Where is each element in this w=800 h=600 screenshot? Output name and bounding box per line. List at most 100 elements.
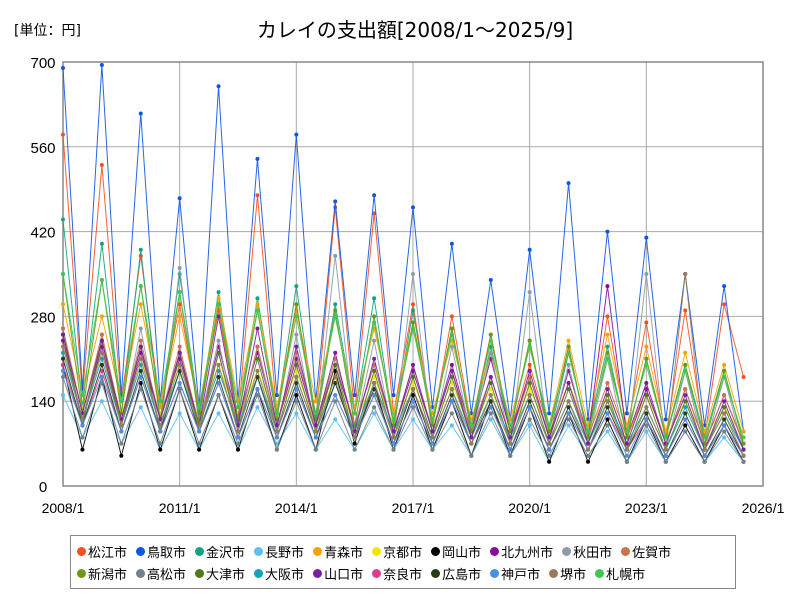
- data-point: [566, 405, 571, 410]
- data-point: [488, 278, 493, 283]
- data-point: [352, 441, 357, 446]
- y-tick-label: 140: [30, 394, 55, 411]
- data-point: [333, 302, 338, 307]
- data-point: [411, 417, 415, 422]
- data-point: [372, 356, 377, 361]
- legend: 松江市 鳥取市 金沢市 長野市 青森市 京都市 岡山市 北九州市 秋田市 佐賀市 新潟市 高松市 大津市…: [70, 535, 736, 589]
- legend-label: 佐賀市: [632, 545, 672, 561]
- data-point: [663, 459, 668, 464]
- data-point: [177, 362, 182, 367]
- data-point: [216, 381, 221, 386]
- series-line-18: [62, 370, 744, 457]
- legend-marker-icon: [195, 546, 205, 556]
- data-point: [722, 423, 727, 428]
- data-point: [449, 411, 454, 416]
- x-tick-label: 2008/1: [42, 500, 85, 516]
- legend-label: 大阪市: [265, 567, 305, 583]
- legend-item: 神戸市: [490, 563, 540, 584]
- data-point: [469, 423, 474, 428]
- data-point: [488, 350, 493, 355]
- data-point: [236, 447, 240, 452]
- data-point: [644, 423, 649, 428]
- data-point: [527, 405, 532, 410]
- data-point: [411, 326, 415, 331]
- data-point: [119, 441, 124, 446]
- data-point: [624, 459, 629, 464]
- data-point: [488, 381, 493, 386]
- data-point: [216, 374, 221, 379]
- data-point: [255, 393, 260, 398]
- data-point: [624, 435, 629, 440]
- data-point: [236, 429, 240, 434]
- data-point: [216, 411, 221, 416]
- data-point: [449, 314, 454, 319]
- data-point: [372, 338, 377, 343]
- data-point: [722, 417, 727, 422]
- data-point: [527, 362, 532, 367]
- data-point: [683, 429, 688, 434]
- data-point: [80, 423, 85, 428]
- data-point: [547, 441, 552, 446]
- data-point: [722, 302, 727, 307]
- data-point: [391, 393, 396, 398]
- data-point: [702, 459, 707, 464]
- data-point: [430, 435, 435, 440]
- data-point: [683, 405, 688, 410]
- data-point: [80, 447, 85, 452]
- chart-title: カレイの支出額[2008/1～2025/9]: [256, 18, 574, 42]
- data-point: [605, 332, 610, 337]
- data-point: [449, 326, 454, 331]
- data-point: [333, 362, 338, 367]
- data-point: [605, 284, 610, 289]
- data-point: [158, 441, 163, 446]
- data-point: [566, 350, 571, 355]
- data-point: [255, 387, 260, 392]
- data-point: [586, 429, 590, 434]
- data-point: [333, 381, 338, 386]
- legend-marker-icon: [549, 568, 559, 578]
- data-point: [566, 423, 571, 428]
- data-point: [449, 423, 454, 428]
- data-point: [333, 350, 338, 355]
- data-point: [255, 302, 260, 307]
- legend-label: 秋田市: [573, 545, 613, 561]
- data-point: [313, 399, 318, 404]
- legend-label: 松江市: [88, 545, 128, 561]
- series-line-5: [62, 298, 745, 434]
- data-point: [255, 193, 260, 198]
- data-point: [255, 326, 260, 331]
- data-point: [605, 381, 610, 386]
- data-point: [138, 302, 143, 307]
- data-point: [294, 314, 299, 319]
- legend-item: 金沢市: [195, 541, 245, 562]
- data-point: [527, 417, 532, 422]
- data-point: [683, 387, 688, 392]
- data-point: [99, 332, 104, 337]
- data-point: [216, 362, 221, 367]
- data-point: [624, 453, 629, 458]
- data-point: [411, 405, 415, 410]
- data-point: [158, 429, 163, 434]
- data-point: [99, 399, 104, 404]
- data-point: [177, 350, 182, 355]
- data-point: [683, 362, 688, 367]
- y-tick-label: 420: [30, 225, 55, 242]
- data-point: [663, 435, 668, 440]
- data-point: [313, 423, 318, 428]
- data-point: [722, 374, 727, 379]
- data-point: [61, 272, 65, 276]
- data-point: [352, 393, 357, 398]
- data-point: [255, 308, 260, 313]
- data-point: [605, 411, 610, 416]
- legend-item: 新潟市: [77, 563, 127, 584]
- data-point: [138, 356, 143, 361]
- data-point: [255, 296, 260, 301]
- data-point: [372, 193, 377, 198]
- data-point: [566, 387, 571, 392]
- data-point: [624, 411, 629, 416]
- legend-label: 京都市: [383, 545, 423, 561]
- data-point: [99, 374, 104, 379]
- legend-marker-icon: [254, 568, 264, 578]
- data-point: [138, 111, 143, 116]
- data-point: [469, 435, 474, 440]
